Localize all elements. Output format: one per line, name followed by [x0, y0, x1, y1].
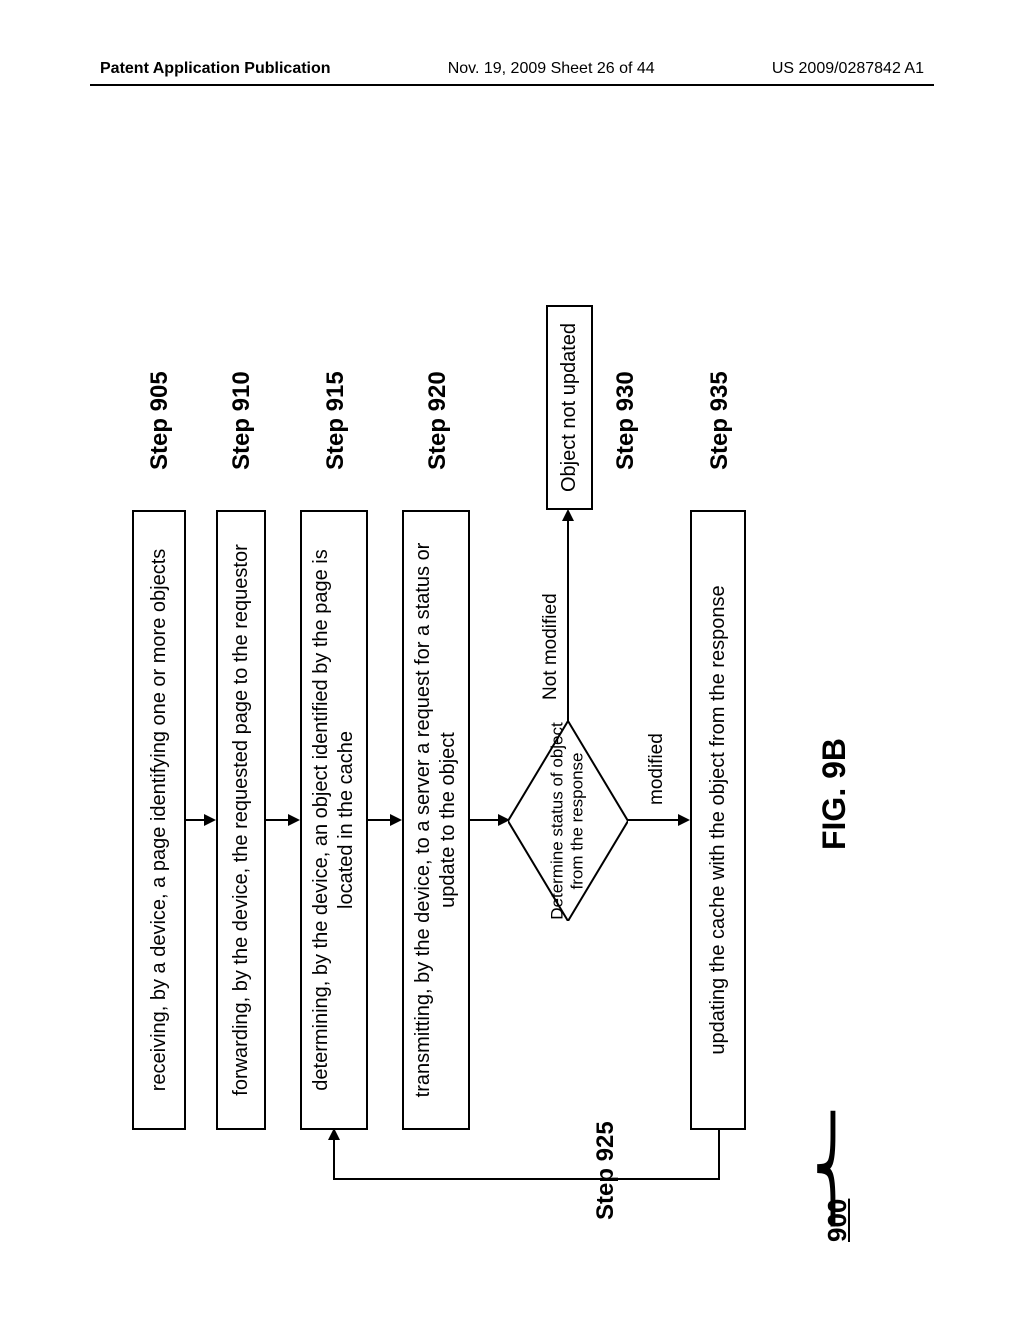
terminal-930: Object not updated — [546, 305, 593, 510]
step-935-text: updating the cache with the object from … — [706, 585, 731, 1054]
step-905-label: Step 905 — [146, 371, 174, 470]
header-rule — [90, 84, 934, 86]
arrow-905-910 — [186, 819, 214, 821]
step-935-box: updating the cache with the object from … — [690, 510, 746, 1130]
step-915-text: determining, by the device, an object id… — [309, 522, 359, 1118]
step-910-label: Step 910 — [228, 371, 256, 470]
not-modified-label: Not modified — [540, 593, 562, 700]
step-920-box: transmitting, by the device, to a server… — [402, 510, 470, 1130]
feedback-top-arrow — [333, 1130, 335, 1180]
arrow-920-925 — [470, 819, 508, 821]
step-910-text: forwarding, by the device, the requested… — [229, 544, 254, 1095]
step-905-text: receiving, by a device, a page identifyi… — [147, 549, 172, 1092]
header-center: Nov. 19, 2009 Sheet 26 of 44 — [448, 60, 655, 78]
arrow-910-915 — [266, 819, 298, 821]
step-915-box: determining, by the device, an object id… — [300, 510, 368, 1130]
step-935-label: Step 935 — [706, 371, 734, 470]
terminal-930-text: Object not updated — [558, 323, 580, 492]
figure-caption: FIG. 9B — [816, 738, 853, 850]
arrow-not-modified — [567, 511, 569, 721]
step-920-text: transmitting, by the device, to a server… — [411, 522, 461, 1118]
header-right: US 2009/0287842 A1 — [772, 60, 924, 78]
feedback-bottom — [718, 1130, 720, 1180]
decision-925: Determine status of object from the resp… — [508, 721, 628, 921]
step-920-label: Step 920 — [424, 371, 452, 470]
header-left: Patent Application Publication — [100, 60, 331, 78]
arrow-915-920 — [368, 819, 400, 821]
step-930-label: Step 930 — [612, 371, 640, 470]
flowchart: receiving, by a device, a page identifyi… — [122, 160, 902, 1260]
decision-925-text: Determine status of object from the resp… — [548, 721, 589, 921]
modified-label: modified — [646, 733, 668, 805]
step-905-box: receiving, by a device, a page identifyi… — [132, 510, 186, 1130]
step-915-label: Step 915 — [322, 371, 350, 470]
step-925-label: Step 925 — [592, 1121, 620, 1220]
feedback-vertical — [333, 1178, 718, 1180]
arrow-modified — [628, 819, 688, 821]
step-910-box: forwarding, by the device, the requested… — [216, 510, 266, 1130]
brace-icon: ⎨ — [813, 1121, 854, 1218]
